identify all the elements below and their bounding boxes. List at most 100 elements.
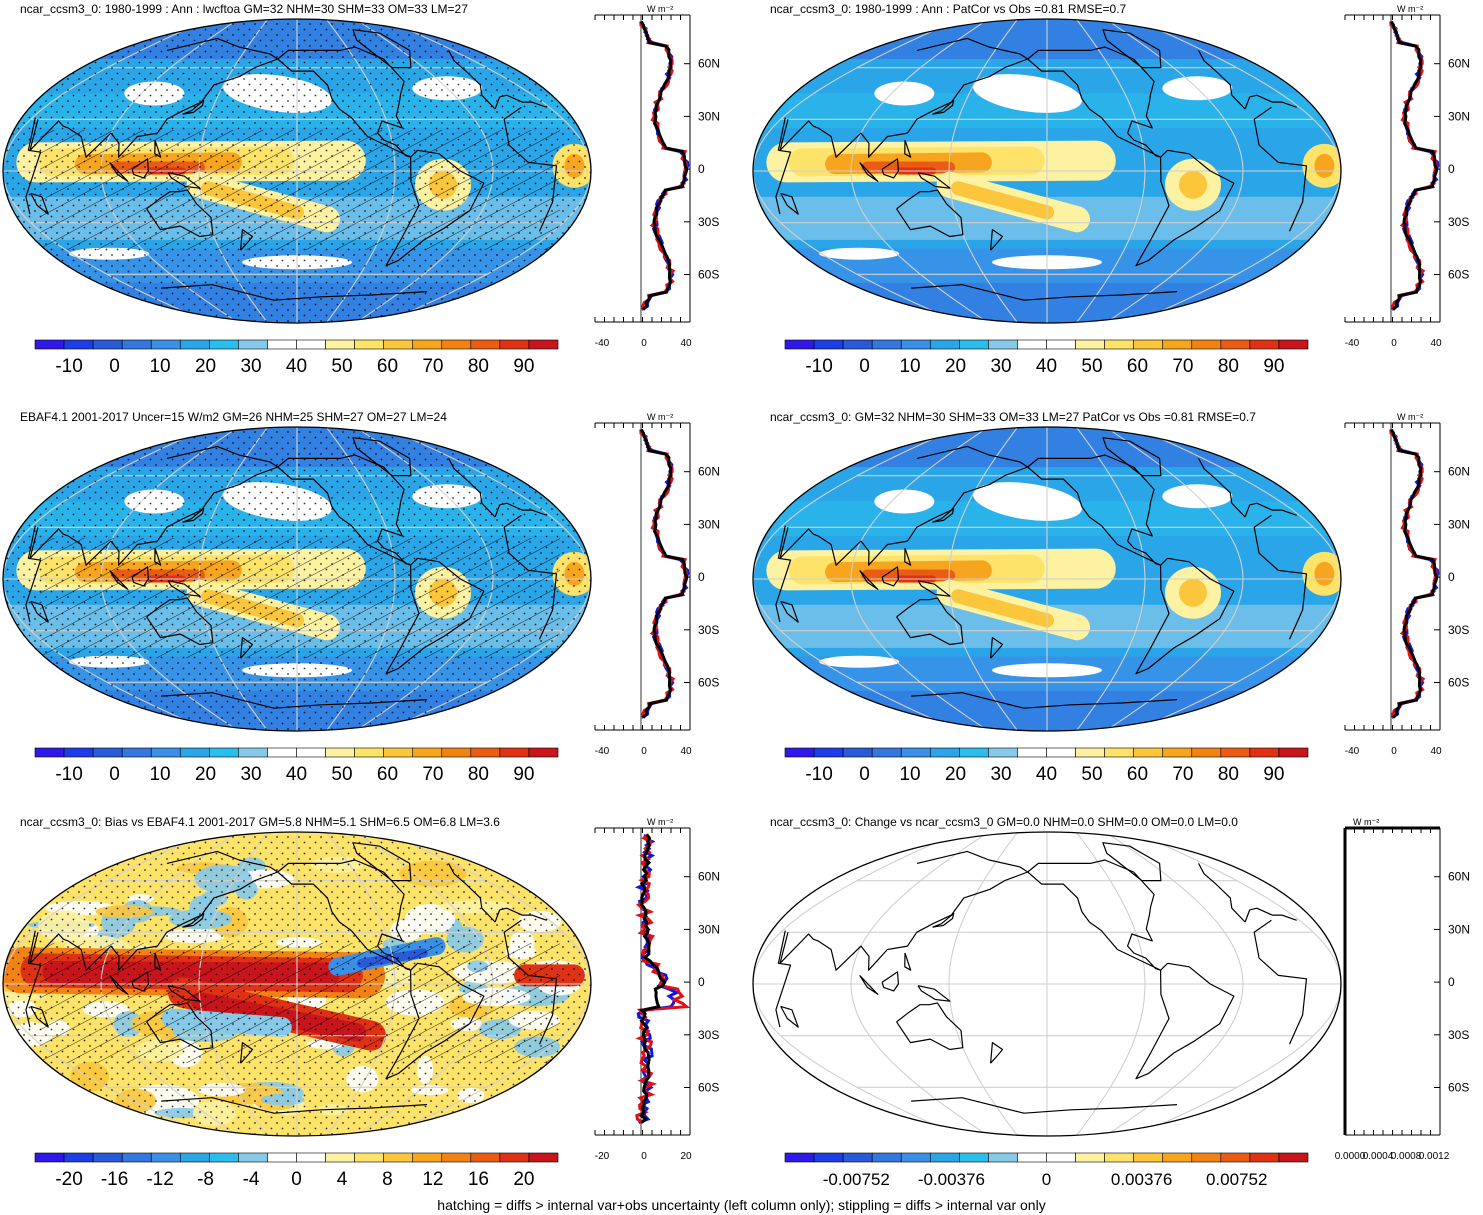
profile-line-black [1390,20,1439,311]
colorbar-label: 60 [1127,356,1148,377]
colorbar-box [34,747,65,758]
colorbar-label: -10 [55,764,82,785]
colorbar-box [1104,1152,1134,1163]
profile-tick-label: -40 [1345,338,1360,349]
colorbar-box [1162,1152,1193,1163]
colorbar-label: 30 [990,764,1011,785]
panel-p5: ncar_ccsm3_0: Bias vs EBAF4.1 2001-2017 … [0,813,733,1208]
colorbar-label: 60 [377,356,398,377]
colorbar-box [121,339,152,350]
colorbar-box [150,1152,181,1163]
colorbar-box [1191,339,1222,350]
zonal-profile: 60N 30N 0 30S 60S W m⁻² -40 0 40 [1344,4,1470,349]
colorbar-box [238,1152,268,1163]
colorbar-box [209,747,239,758]
coastlines [775,29,1308,301]
panel-title: ncar_ccsm3_0: 1980-1999 : Ann : lwcftoa … [20,2,468,16]
lat-tick-label: 60S [698,268,719,282]
colorbar-box [1249,339,1280,350]
colorbar-label: -12 [146,1169,173,1190]
panel-title: ncar_ccsm3_0: Change vs ncar_ccsm3_0 GM=… [770,815,1238,829]
colorbar-box [412,747,443,758]
panel-title: ncar_ccsm3_0: Bias vs EBAF4.1 2001-2017 … [20,815,500,829]
lat-tick-label: 60N [1448,57,1470,71]
panel-p6: ncar_ccsm3_0: Change vs ncar_ccsm3_0 GM=… [750,813,1483,1208]
map-field [753,19,1341,323]
panel-title: ncar_ccsm3_0: 1980-1999 : Ann : PatCor v… [770,2,1127,16]
lat-tick-label: 60S [1448,676,1469,690]
colorbar-box [988,747,1018,758]
profile-tick-label: 40 [680,338,692,349]
colorbar-label: 0 [859,356,870,377]
profile-tick-label: 0 [1391,746,1397,757]
colorbar-box [354,747,384,758]
colorbar-label: 30 [240,764,261,785]
colorbar-label: 20 [195,764,216,785]
colorbar-box [1046,339,1076,350]
colorbar-box [238,339,268,350]
map-border [752,831,1342,1137]
colorbar-label: -10 [55,356,82,377]
colorbar-label: -0.00376 [918,1170,985,1189]
colorbar-label: 16 [468,1169,489,1190]
map-field [753,427,1341,731]
colorbar-label: 80 [468,764,489,785]
colorbar-box [784,1152,815,1163]
lat-tick-label: 30N [698,517,720,531]
colorbar-box [959,339,989,350]
colorbar-box [1046,747,1076,758]
colorbar-box [1075,1152,1105,1163]
profile-tick-label: 20 [680,1151,692,1162]
colorbar-label: 10 [899,764,920,785]
colorbar-box [354,339,384,350]
colorbar-box [1162,339,1193,350]
colorbar-box [1220,1152,1251,1163]
colorbar-box [354,1152,384,1163]
colorbar-box [959,747,989,758]
lat-tick-label: 30N [1448,109,1470,123]
colorbar-box [528,1152,559,1163]
lat-tick-label: 30S [698,623,719,637]
colorbar-box [1162,747,1193,758]
colorbar-label: 10 [149,764,170,785]
colorbar-box [1278,339,1309,350]
colorbar-label: 0.00376 [1111,1170,1172,1189]
colorbar-label: 12 [422,1169,443,1190]
profile-tick-label: 0 [641,1151,647,1162]
lat-tick-label: 30S [1448,623,1469,637]
profile-tick-label: -20 [595,1151,610,1162]
lat-tick-label: 60N [1448,870,1470,884]
panel-title: ncar_ccsm3_0: GM=32 NHM=30 SHM=33 OM=33 … [770,410,1256,424]
colorbar-box [528,339,559,350]
colorbar-label: 70 [1172,356,1193,377]
lat-tick-label: 60N [1448,465,1470,479]
colorbar-box [1104,747,1134,758]
panel-p1: ncar_ccsm3_0: 1980-1999 : Ann : lwcftoa … [0,0,733,395]
colorbar-box [325,339,355,350]
coastlines [775,842,1308,1114]
unit-label: W m⁻² [1353,817,1379,827]
colorbar-box [267,747,297,758]
colorbar: -10 0 10 20 30 40 50 60 70 80 90 [784,747,1309,785]
profile-line-black [1390,428,1439,719]
map-border [2,18,592,324]
lat-tick-label: 60S [1448,1081,1469,1095]
colorbar-box [900,747,931,758]
colorbar-box [441,747,472,758]
unit-label: W m⁻² [1397,4,1423,14]
profile-tick-label: -40 [1345,746,1360,757]
colorbar-box [92,747,123,758]
colorbar-label: -16 [101,1169,128,1190]
colorbar-label: -20 [55,1169,82,1190]
lat-tick-label: 30N [1448,922,1470,936]
profile-line-red [639,21,688,310]
colorbar-label: 50 [331,356,352,377]
colorbar-box [1104,339,1134,350]
colorbar-box [63,1152,94,1163]
colorbar-label: 70 [1172,764,1193,785]
colorbar-label: 20 [945,764,966,785]
lat-tick-label: 60N [698,465,720,479]
colorbar-box [267,1152,297,1163]
colorbar-label: 50 [331,764,352,785]
colorbar-box [1220,747,1251,758]
